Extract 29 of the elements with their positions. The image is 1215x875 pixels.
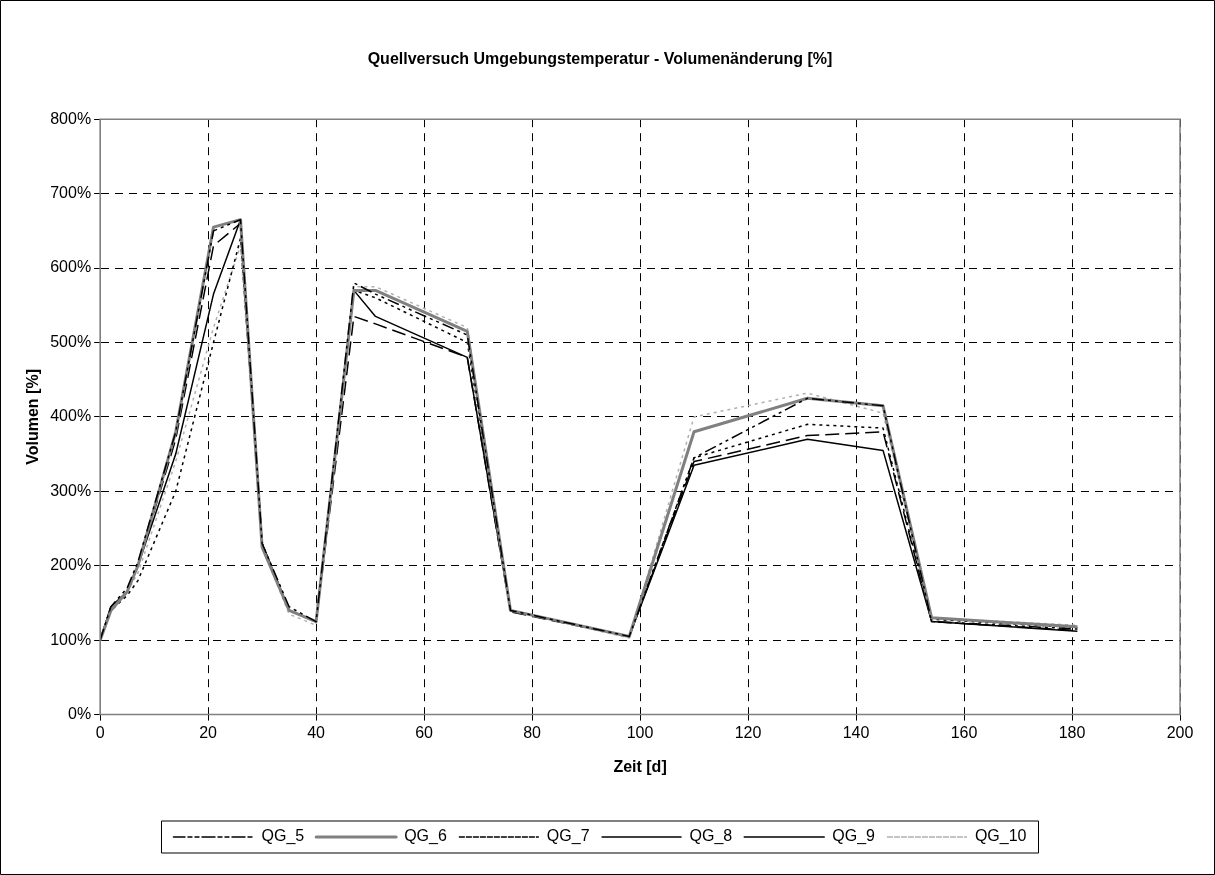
- x-tick-label: 40: [307, 723, 326, 741]
- y-tick-label: 600%: [50, 258, 92, 276]
- x-tick-label: 160: [950, 723, 978, 741]
- x-tick-label: 180: [1058, 723, 1086, 741]
- y-axis-title: Volumen [%]: [24, 369, 42, 465]
- legend-label: QG_6: [404, 827, 447, 846]
- legend-label: QG_8: [689, 827, 733, 846]
- legend-label: QG_7: [546, 827, 590, 846]
- x-tick-label: 80: [523, 723, 542, 741]
- x-tick-label: 200: [1166, 723, 1194, 741]
- y-tick-label: 400%: [50, 407, 92, 425]
- x-tick-label: 140: [842, 723, 870, 741]
- x-tick-label: 20: [199, 723, 218, 741]
- y-tick-label: 800%: [50, 109, 92, 127]
- y-tick-label: 0%: [68, 705, 92, 723]
- x-tick-label: 0: [95, 723, 105, 741]
- legend-label: QG_9: [832, 827, 876, 846]
- chart-title: Quellversuch Umgebungstemperatur - Volumenänderung [%]: [367, 50, 833, 68]
- y-tick-label: 500%: [50, 332, 92, 350]
- y-tick-label: 100%: [50, 630, 92, 648]
- y-tick-label: 700%: [50, 184, 92, 202]
- legend-label: QG_10: [974, 827, 1027, 846]
- legend-label: QG_5: [261, 827, 305, 846]
- y-tick-label: 300%: [50, 481, 92, 499]
- x-tick-label: 60: [415, 723, 434, 741]
- x-tick-label: 100: [626, 723, 654, 741]
- x-tick-label: 120: [734, 723, 762, 741]
- x-axis-title: Zeit [d]: [613, 757, 667, 775]
- y-tick-label: 200%: [50, 556, 92, 574]
